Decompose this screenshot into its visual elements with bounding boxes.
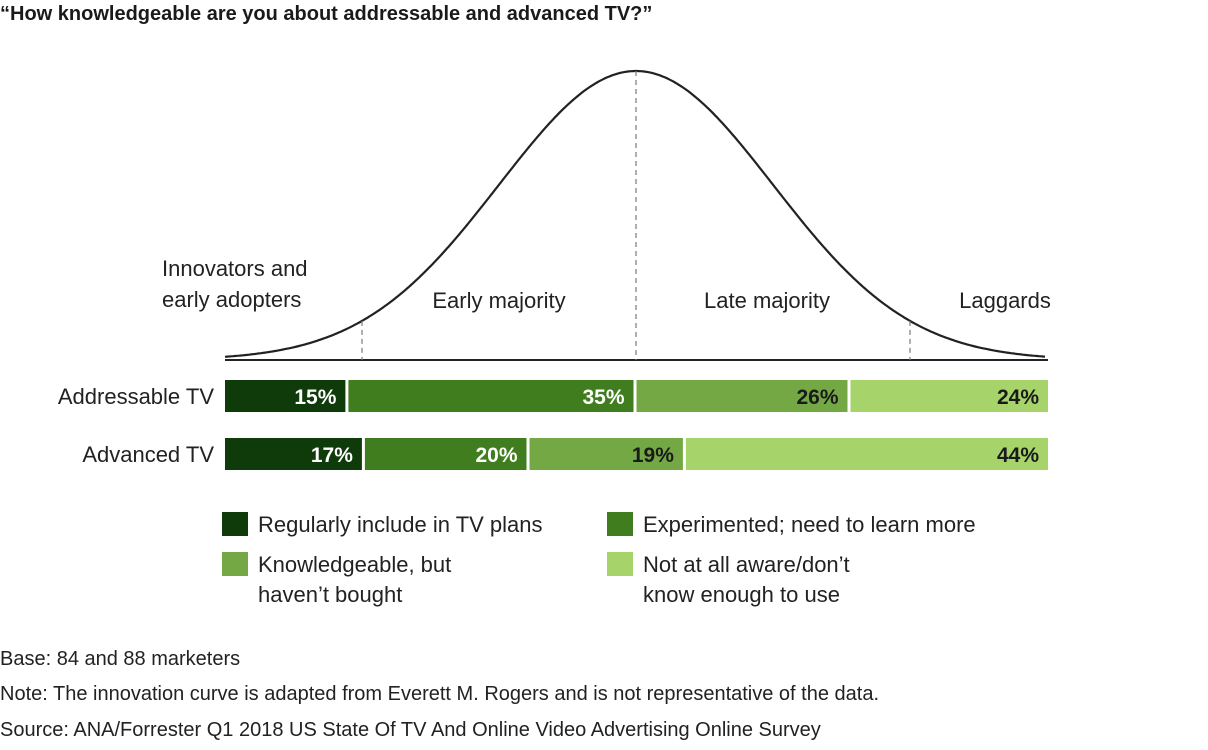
bar-segment-r2-s1 xyxy=(225,438,362,470)
bell-curve-line xyxy=(224,69,1046,358)
legend-label-4: Not at all aware/don’t know enough to use xyxy=(643,552,850,607)
legend-swatch-1 xyxy=(222,512,248,536)
bar-segment-r2-s2 xyxy=(364,438,527,470)
legend-label-1: Regularly include in TV plans xyxy=(258,512,543,537)
footnote-3: Source: ANA/Forrester Q1 2018 US State O… xyxy=(0,719,821,741)
row-label-1: Addressable TV xyxy=(58,384,214,409)
innovation-curve xyxy=(224,69,1048,361)
phase-label-2: Early majority xyxy=(432,288,565,313)
data-label-r2-s2: 20% xyxy=(475,444,517,467)
stacked-bars: Addressable TV 15% 35% 26% 24% Advanced TV 17%… xyxy=(58,380,1048,470)
legend-swatch-2 xyxy=(607,512,633,536)
data-label-r2-s1: 17% xyxy=(311,444,353,467)
row-label-2: Advanced TV xyxy=(82,442,214,467)
bar-segment-r1-s2 xyxy=(348,380,634,412)
phase-label-4: Laggards xyxy=(959,288,1051,313)
bar-segment-r2-s4 xyxy=(685,438,1048,470)
chart-title: “How knowledgeable are you about address… xyxy=(0,3,652,25)
legend-label-2: Experimented; need to learn more xyxy=(643,512,976,537)
data-label-r2-s4: 44% xyxy=(997,444,1039,467)
phase-label-3: Late majority xyxy=(704,288,830,313)
legend-swatch-3 xyxy=(222,552,248,576)
bar-segment-r1-s1 xyxy=(225,380,346,412)
footnote-2: Note: The innovation curve is adapted fr… xyxy=(0,683,879,705)
data-label-r1-s2: 35% xyxy=(582,386,624,409)
phase-labels: Innovators and early adopters Early majori… xyxy=(162,256,1051,313)
legend-label-3: Knowledgeable, but haven’t bought xyxy=(258,552,451,607)
footnotes: Base: 84 and 88 marketers Note: The innov… xyxy=(0,648,879,741)
bar-segment-r1-s4 xyxy=(850,380,1048,412)
footnote-1: Base: 84 and 88 marketers xyxy=(0,648,240,670)
data-label-r2-s3: 19% xyxy=(632,444,674,467)
legend-swatch-4 xyxy=(607,552,633,576)
data-label-r1-s3: 26% xyxy=(796,386,838,409)
data-label-r1-s4: 24% xyxy=(997,386,1039,409)
legend: Regularly include in TV plans Experimente… xyxy=(222,512,976,607)
data-label-r1-s1: 15% xyxy=(294,386,336,409)
bar-segment-r2-s3 xyxy=(529,438,683,470)
phase-label-1: Innovators and early adopters xyxy=(162,256,308,312)
bar-segment-r1-s3 xyxy=(636,380,848,412)
